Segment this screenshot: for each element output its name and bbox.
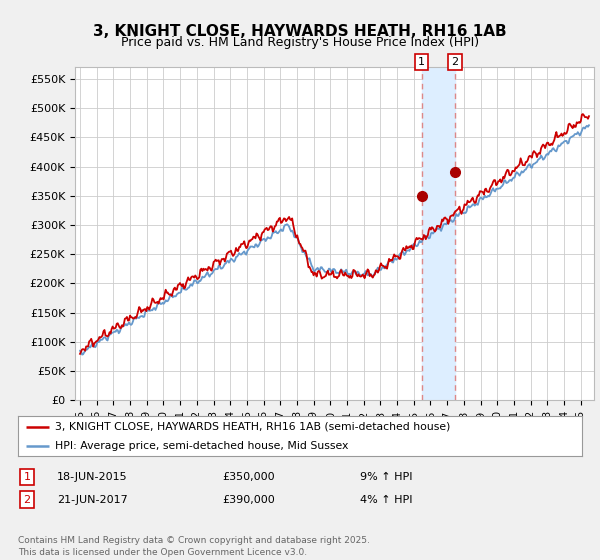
Text: 3, KNIGHT CLOSE, HAYWARDS HEATH, RH16 1AB: 3, KNIGHT CLOSE, HAYWARDS HEATH, RH16 1A…	[93, 24, 507, 39]
Text: 1: 1	[418, 57, 425, 67]
Text: 3, KNIGHT CLOSE, HAYWARDS HEATH, RH16 1AB (semi-detached house): 3, KNIGHT CLOSE, HAYWARDS HEATH, RH16 1A…	[55, 422, 450, 432]
Bar	[422, 67, 455, 400]
Text: £390,000: £390,000	[222, 494, 275, 505]
Text: 1: 1	[23, 472, 31, 482]
Text: 18-JUN-2015: 18-JUN-2015	[57, 472, 128, 482]
Text: Contains HM Land Registry data © Crown copyright and database right 2025.
This d: Contains HM Land Registry data © Crown c…	[18, 536, 370, 557]
Text: 2: 2	[452, 57, 459, 67]
Text: Price paid vs. HM Land Registry's House Price Index (HPI): Price paid vs. HM Land Registry's House …	[121, 36, 479, 49]
Text: 2: 2	[23, 494, 31, 505]
Text: 4% ↑ HPI: 4% ↑ HPI	[360, 494, 413, 505]
Text: £350,000: £350,000	[222, 472, 275, 482]
Text: HPI: Average price, semi-detached house, Mid Sussex: HPI: Average price, semi-detached house,…	[55, 441, 348, 450]
Text: 9% ↑ HPI: 9% ↑ HPI	[360, 472, 413, 482]
Text: 21-JUN-2017: 21-JUN-2017	[57, 494, 128, 505]
